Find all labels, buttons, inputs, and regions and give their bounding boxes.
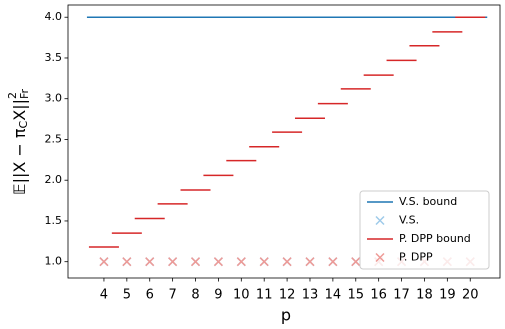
y-label-part: X|| (10, 99, 29, 121)
legend-label: P. DPP bound (399, 232, 471, 245)
x-marker (305, 257, 315, 267)
x-tick-label: 13 (302, 288, 319, 303)
x-marker (351, 257, 361, 267)
x-tick-label: 5 (123, 288, 131, 303)
x-tick-label: 8 (191, 288, 199, 303)
x-tick-label: 10 (233, 288, 250, 303)
x-marker (122, 257, 132, 267)
y-tick-label: 1.5 (45, 214, 63, 227)
legend-label: V.S. bound (399, 195, 457, 208)
x-tick-label: 6 (146, 288, 154, 303)
y-tick-label: 2.5 (45, 132, 63, 145)
x-axis-label: p (281, 306, 291, 325)
y-label-part: 𝔼||X − π (10, 128, 29, 195)
x-tick-label: 19 (439, 288, 456, 303)
y-tick-label: 4.0 (45, 10, 63, 23)
x-tick-label: 11 (256, 288, 273, 303)
x-marker (190, 257, 201, 267)
x-marker (168, 257, 178, 267)
y-label-sub: Fr (18, 88, 31, 99)
y-tick-label: 1.0 (45, 255, 63, 268)
x-tick-label: 12 (279, 288, 296, 303)
legend-box (359, 190, 490, 270)
legend-label: P. DPP (399, 251, 433, 264)
x-tick-label: 4 (100, 288, 108, 303)
x-tick-label: 14 (325, 288, 342, 303)
x-marker (99, 257, 109, 267)
x-marker (328, 257, 338, 267)
x-tick-label: 18 (416, 288, 433, 303)
legend-marker (375, 252, 385, 263)
legend-marker (375, 215, 385, 226)
x-marker (213, 257, 223, 267)
y-tick-label: 3.0 (45, 92, 63, 105)
x-tick-label: 15 (347, 288, 364, 303)
x-marker (259, 257, 269, 267)
y-tick-label: 2.0 (45, 173, 63, 186)
legend-label: V.S. (399, 214, 419, 227)
x-tick-label: 17 (393, 288, 410, 303)
x-tick-label: 7 (168, 288, 176, 303)
y-axis-label: 𝔼||X − πCX||2Fr (6, 88, 31, 195)
plot-frame (67, 4, 501, 279)
x-marker (282, 257, 292, 267)
x-tick-label: 9 (214, 288, 222, 303)
y-label-sub: C (17, 120, 30, 128)
y-label-sup: 2 (6, 92, 19, 99)
x-marker (145, 257, 155, 267)
y-tick-label: 3.5 (45, 51, 63, 64)
x-tick-label: 16 (370, 288, 387, 303)
x-marker (236, 257, 246, 267)
x-tick-label: 20 (462, 288, 479, 303)
